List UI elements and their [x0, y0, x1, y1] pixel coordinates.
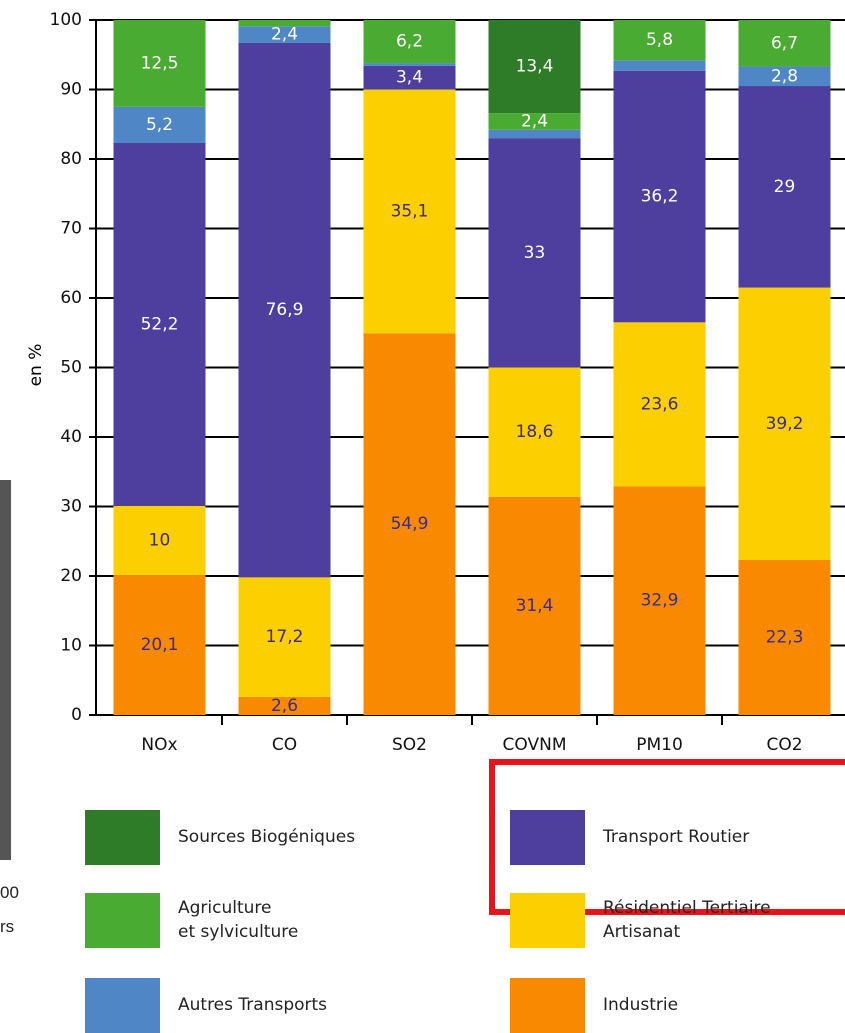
data-label: 2,4: [521, 111, 548, 131]
y-tick-label: 30: [60, 497, 82, 517]
data-label: 54,9: [391, 514, 429, 534]
bar-segment: [364, 63, 456, 66]
data-label: 2,6: [271, 696, 298, 716]
data-label: 31,4: [516, 596, 554, 616]
fragment-text: 00: [0, 883, 19, 903]
data-label: 33: [524, 243, 546, 263]
x-tick-label: CO: [272, 735, 297, 755]
y-tick-label: 70: [60, 219, 82, 239]
legend-label: Transport Routier: [603, 825, 749, 849]
x-tick-label: PM10: [636, 735, 683, 755]
legend-label: Résidentiel Tertiaire Artisanat: [603, 896, 771, 944]
data-label: 22,3: [766, 628, 804, 648]
legend-swatch: [510, 810, 585, 865]
page: en % 0 10 20 30 40 50 60 70 80 90 100 NOx 20,1 10 52,2…: [0, 0, 845, 1031]
data-label: 36,2: [641, 187, 679, 207]
y-tick-label: 90: [60, 80, 82, 100]
y-tick-label: 20: [60, 566, 82, 586]
data-label: 5,2: [146, 115, 173, 135]
data-label: 6,2: [396, 32, 423, 52]
data-label: 2,4: [271, 25, 298, 45]
legend-swatch: [510, 893, 585, 948]
data-label: 2,8: [771, 66, 798, 86]
y-tick-label: 100: [50, 10, 82, 30]
x-tick-label: COVNM: [503, 735, 567, 755]
data-label: 32,9: [641, 591, 679, 611]
chart: en % 0 10 20 30 40 50 60 70 80 90 100 NOx 20,1 10 52,2…: [0, 0, 845, 1031]
data-label: 35,1: [391, 201, 429, 221]
data-label: 13,4: [516, 57, 554, 77]
data-label: 76,9: [266, 300, 304, 320]
x-tick-label: CO2: [766, 735, 802, 755]
data-label: 23,6: [641, 394, 679, 414]
x-tick-label: NOx: [141, 735, 177, 755]
data-label: 17,2: [266, 627, 304, 647]
legend-swatch: [85, 810, 160, 865]
y-axis-label: en %: [26, 344, 46, 387]
fragment-text: rs: [0, 917, 14, 937]
data-label: 10: [149, 531, 171, 551]
legend-label: Agriculture et sylviculture: [178, 896, 298, 944]
data-label: 39,2: [766, 414, 804, 434]
photo-fragment: [0, 480, 11, 860]
data-label: 52,2: [141, 314, 179, 334]
data-label: 3,4: [396, 68, 423, 88]
legend-label: Autres Transports: [178, 993, 327, 1017]
y-tick-label: 50: [60, 358, 82, 378]
data-label: 20,1: [141, 635, 179, 655]
data-label: 18,6: [516, 422, 554, 442]
legend-swatch: [85, 978, 160, 1033]
data-label: 6,7: [771, 33, 798, 53]
y-tick-label: 60: [60, 288, 82, 308]
y-tick-label: 0: [71, 705, 82, 725]
bar-segment: [239, 20, 331, 26]
x-tick-label: SO2: [392, 735, 427, 755]
y-tick-label: 40: [60, 427, 82, 447]
legend-label: Sources Biogéniques: [178, 825, 355, 849]
data-label: 29: [774, 177, 796, 197]
legend-swatch: [510, 978, 585, 1033]
y-tick-label: 80: [60, 149, 82, 169]
legend-swatch: [85, 893, 160, 948]
data-label: 5,8: [646, 30, 673, 50]
bar-segment: [614, 60, 706, 70]
y-tick-label: 10: [60, 636, 82, 656]
data-label: 12,5: [141, 53, 179, 73]
legend-label: Industrie: [603, 993, 678, 1017]
grid: [97, 20, 845, 715]
